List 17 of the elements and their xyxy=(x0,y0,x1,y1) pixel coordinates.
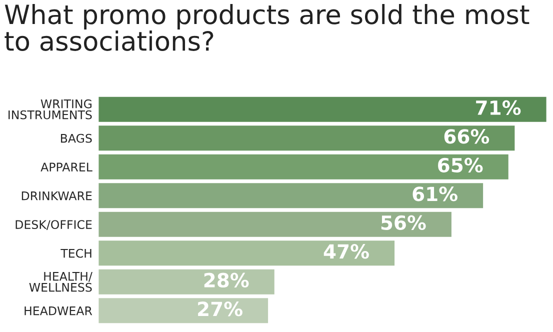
y-tick-label: HEALTH/ WELLNESS xyxy=(29,272,92,292)
data-label: 71% xyxy=(476,100,521,116)
y-tick-label: DESK/OFFICE xyxy=(16,220,92,230)
data-label: 61% xyxy=(412,186,458,202)
y-tick-label: TECH xyxy=(60,248,92,258)
data-label: 56% xyxy=(381,215,426,230)
y-tick-label: APPAREL xyxy=(40,162,92,172)
data-label: 27% xyxy=(198,302,242,316)
y-tick-label: DRINKWARE xyxy=(22,192,92,200)
chart-title: What promo products are sold the most to associations? xyxy=(4,4,530,51)
y-tick-label: BAGS xyxy=(60,134,92,143)
y-tick-label: HEADWEAR xyxy=(24,306,92,316)
y-tick-label: WRITING INSTRUMENTS xyxy=(8,99,92,120)
data-label: 66% xyxy=(444,129,490,144)
data-label: 47% xyxy=(324,244,369,259)
data-label: 28% xyxy=(204,272,249,288)
data-label: 65% xyxy=(438,158,483,173)
